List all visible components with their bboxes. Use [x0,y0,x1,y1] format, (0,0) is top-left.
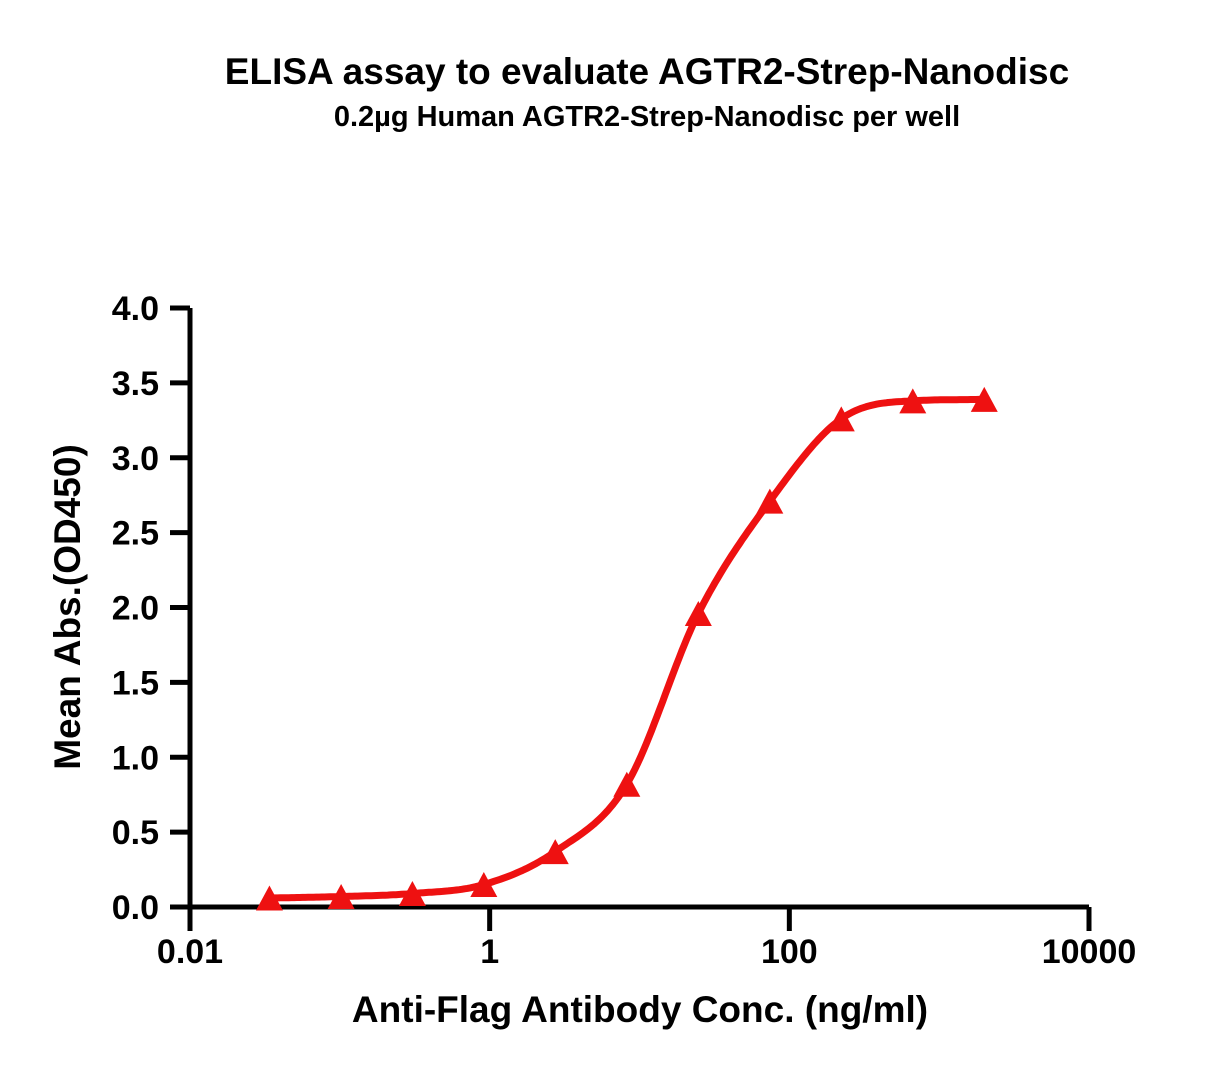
y-tick-label: 0.5 [112,814,159,852]
data-point-marker [398,881,426,907]
data-point-marker [327,884,355,910]
x-tick-label: 1 [480,933,499,971]
data-point-marker [684,600,712,626]
x-axis-ticks: 0.01 1 100 10000 [157,907,1136,971]
y-tick-label: 1.0 [112,739,159,777]
data-point-markers [255,386,998,911]
dose-response-curve [265,395,988,902]
chart-title: ELISA assay to evaluate AGTR2-Strep-Nano… [225,51,1069,92]
data-point-marker [827,406,855,432]
fit-curve-line [265,395,988,902]
data-point-marker [970,386,998,412]
data-point-marker [470,872,498,898]
y-tick-label: 0.0 [112,889,159,927]
x-tick-label: 100 [761,933,818,971]
y-axis-ticks: 0.0 0.5 1.0 1.5 2.0 2.5 3.0 3.5 4.0 [112,290,190,927]
data-point-marker [255,885,283,911]
y-tick-label: 3.5 [112,365,159,403]
y-tick-label: 1.5 [112,664,159,702]
data-point-marker [899,388,927,414]
data-point-marker [541,839,569,865]
data-point-marker [756,488,784,514]
y-tick-label: 2.5 [112,515,159,553]
x-tick-label: 0.01 [157,933,223,971]
x-tick-label: 10000 [1042,933,1137,971]
data-point-marker [613,771,641,797]
x-axis-title: Anti-Flag Antibody Conc. (ng/ml) [352,989,928,1030]
chart-subtitle: 0.2µg Human AGTR2-Strep-Nanodisc per wel… [334,101,960,133]
y-tick-label: 4.0 [112,290,159,328]
y-tick-label: 3.0 [112,440,159,478]
y-axis-title: Mean Abs.(OD450) [47,444,88,770]
y-tick-label: 2.0 [112,590,159,628]
